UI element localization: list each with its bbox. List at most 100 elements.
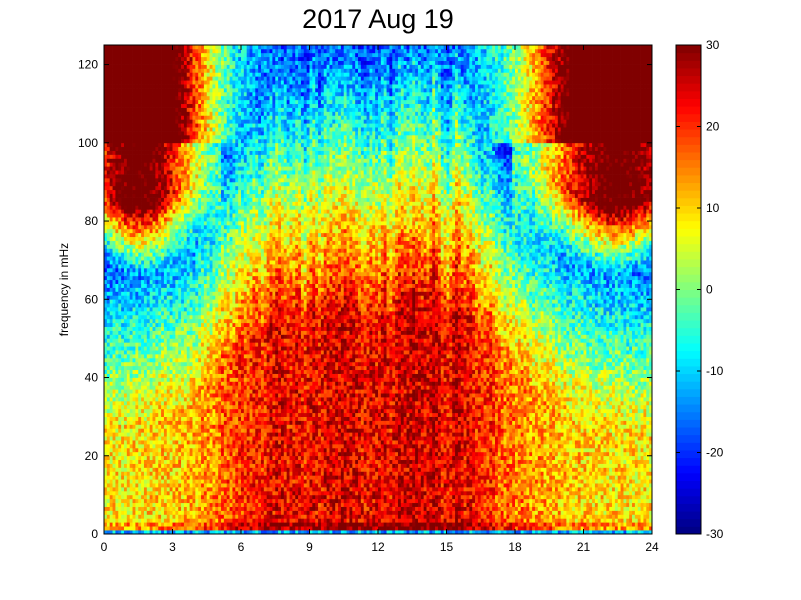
heatmap-cell: [172, 201, 176, 206]
heatmap-cell: [155, 99, 159, 105]
heatmap-cell: [209, 138, 213, 144]
heatmap-cell: [203, 271, 208, 277]
heatmap-cell: [132, 174, 136, 179]
heatmap-cell: [181, 385, 185, 390]
heatmap-cell: [198, 134, 202, 140]
heatmap-cell: [118, 228, 122, 234]
heatmap-cell: [149, 307, 153, 312]
heatmap-cell: [126, 326, 131, 331]
heatmap-cell: [132, 271, 136, 277]
heatmap-cell: [112, 84, 116, 89]
heatmap-cell: [138, 127, 142, 132]
heatmap-cell: [149, 467, 153, 472]
heatmap-cell: [183, 455, 188, 461]
heatmap-cell: [123, 150, 128, 155]
heatmap-cell: [132, 287, 136, 292]
heatmap-cell: [129, 107, 133, 112]
heatmap-cell: [189, 224, 193, 230]
heatmap-cell: [132, 291, 136, 296]
heatmap-cell: [152, 400, 156, 406]
heatmap-cell: [161, 48, 165, 54]
heatmap-cell: [104, 518, 108, 523]
heatmap-cell: [138, 275, 142, 281]
heatmap-cell: [209, 178, 213, 183]
heatmap-cell: [143, 260, 148, 265]
heatmap-cell: [192, 459, 196, 464]
heatmap-cell: [209, 487, 213, 492]
heatmap-cell: [178, 185, 182, 191]
heatmap-cell: [206, 68, 210, 73]
heatmap-cell: [146, 428, 151, 433]
heatmap-cell: [169, 197, 173, 202]
heatmap-cell: [112, 287, 116, 292]
heatmap-cell: [203, 361, 208, 367]
heatmap-cell: [129, 526, 133, 531]
heatmap-cell: [183, 60, 188, 65]
heatmap-cell: [138, 479, 142, 484]
heatmap-cell: [189, 295, 193, 300]
heatmap-cell: [126, 447, 131, 453]
heatmap-cell: [143, 451, 148, 457]
heatmap-cell: [143, 514, 148, 519]
heatmap-cell: [129, 436, 133, 441]
heatmap-cell: [172, 76, 176, 81]
heatmap-cell: [112, 432, 116, 437]
heatmap-cell: [141, 52, 145, 58]
heatmap-cell: [175, 224, 179, 230]
heatmap-cell: [155, 299, 159, 304]
heatmap-cell: [201, 424, 205, 429]
heatmap-cell: [201, 267, 205, 273]
heatmap-cell: [161, 142, 165, 148]
heatmap-cell: [215, 432, 219, 437]
heatmap-cell: [212, 346, 216, 351]
heatmap-cell: [175, 68, 179, 73]
heatmap-cell: [178, 444, 182, 449]
heatmap-cell: [115, 389, 119, 394]
heatmap-cell: [146, 459, 151, 464]
heatmap-cell: [172, 232, 176, 238]
heatmap-cell: [175, 45, 179, 50]
heatmap-cell: [152, 197, 156, 202]
heatmap-cell: [163, 342, 168, 347]
heatmap-cell: [166, 119, 170, 124]
heatmap-cell: [186, 170, 190, 175]
heatmap-cell: [163, 162, 168, 167]
heatmap-cell: [141, 228, 145, 234]
heatmap-cell: [181, 522, 185, 527]
heatmap-cell: [169, 377, 173, 382]
heatmap-cell: [129, 201, 133, 206]
heatmap-cell: [181, 119, 185, 124]
heatmap-cell: [178, 68, 182, 73]
heatmap-cell: [118, 279, 122, 284]
heatmap-cell: [123, 487, 128, 492]
heatmap-cell: [104, 248, 108, 253]
heatmap-cell: [104, 193, 108, 198]
heatmap-cell: [183, 295, 188, 300]
heatmap-cell: [152, 99, 156, 105]
heatmap-cell: [121, 530, 125, 535]
heatmap-cell: [163, 400, 168, 406]
heatmap-cell: [106, 361, 111, 367]
heatmap-cell: [215, 404, 219, 410]
heatmap-cell: [175, 424, 179, 429]
heatmap-cell: [155, 530, 159, 535]
heatmap-cell: [206, 432, 210, 437]
heatmap-cell: [149, 197, 153, 202]
heatmap-cell: [181, 236, 185, 241]
heatmap-cell: [183, 342, 188, 347]
heatmap-cell: [175, 342, 179, 347]
heatmap-cell: [112, 72, 116, 77]
heatmap-cell: [109, 334, 113, 339]
heatmap-cell: [146, 279, 151, 284]
heatmap-cell: [138, 346, 142, 351]
heatmap-cell: [175, 170, 179, 175]
heatmap-cell: [109, 440, 113, 445]
heatmap-cell: [201, 526, 205, 531]
heatmap-cell: [195, 271, 199, 277]
heatmap-cell: [135, 514, 139, 519]
heatmap-cell: [115, 483, 119, 488]
heatmap-cell: [135, 311, 139, 316]
heatmap-cell: [143, 291, 148, 296]
heatmap-cell: [198, 103, 202, 108]
heatmap-cell: [155, 361, 159, 367]
